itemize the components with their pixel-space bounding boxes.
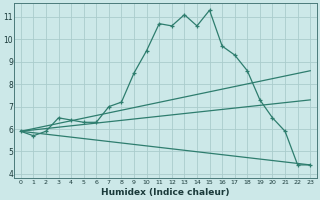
X-axis label: Humidex (Indice chaleur): Humidex (Indice chaleur) [101,188,230,197]
